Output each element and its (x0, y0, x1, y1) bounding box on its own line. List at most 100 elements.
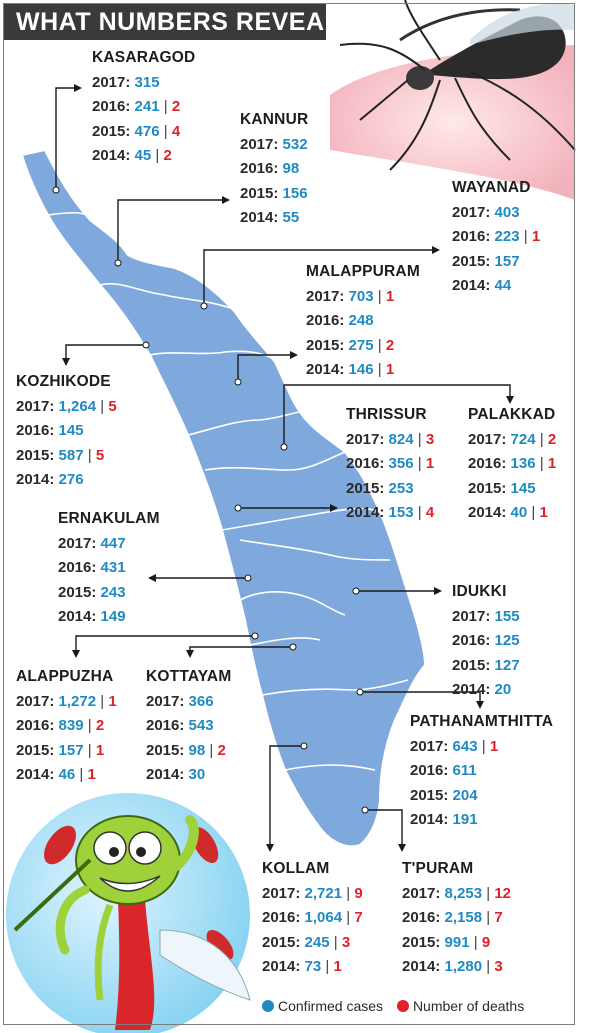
year-row: 2017: 366 (146, 690, 231, 715)
confirmed-cases-value: 724 (510, 430, 536, 448)
year-row: 2016: 839 | 2 (16, 714, 117, 739)
confirmed-cases-value: 155 (494, 607, 520, 625)
year-label: 2017: (16, 692, 55, 710)
separator: | (342, 884, 355, 902)
confirmed-cases-value: 145 (58, 422, 84, 439)
year-row: 2016: 431 (58, 556, 160, 581)
legend-deaths-label: Number of deaths (412, 998, 525, 1014)
year-row: 2015: 204 (410, 784, 553, 809)
year-label: 2015: (452, 656, 491, 674)
separator: | (469, 933, 482, 951)
year-row: 2016: 356 | 1 (346, 452, 434, 477)
confirmed-cases-value: 587 (58, 446, 84, 464)
year-row: 2017: 532 (240, 133, 308, 158)
confirmed-cases-value: 8,253 (444, 884, 483, 902)
year-label: 2017: (240, 135, 279, 153)
pointer-kannur (117, 196, 230, 263)
pointer-kozhikode (62, 344, 146, 366)
year-row: 2014: 1,280 | 3 (402, 955, 511, 980)
year-label: 2015: (92, 122, 131, 140)
year-label: 2017: (410, 737, 449, 755)
year-label: 2016: (452, 228, 491, 245)
legend-deaths: Number of deaths (396, 998, 525, 1014)
year-row: 2016: 223 | 1 (452, 225, 540, 250)
deaths-value: 7 (354, 909, 363, 926)
year-label: 2015: (240, 184, 279, 202)
confirmed-cases-value: 366 (188, 692, 214, 710)
confirmed-cases-value: 145 (510, 479, 536, 497)
year-label: 2014: (452, 681, 491, 698)
year-label: 2017: (16, 397, 55, 415)
year-row: 2017: 403 (452, 201, 540, 226)
year-row: 2017: 315 (92, 71, 195, 96)
year-row: 2014: 30 (146, 763, 231, 788)
year-row: 2016: 241 | 2 (92, 95, 195, 120)
deaths-value: 1 (531, 228, 541, 245)
year-label: 2016: (146, 717, 185, 734)
year-label: 2017: (262, 884, 301, 902)
year-label: 2016: (262, 909, 301, 926)
deaths-value: 5 (108, 397, 117, 415)
separator: | (83, 741, 96, 759)
district-name: THRISSUR (346, 406, 427, 423)
confirmed-cases-value: 543 (188, 717, 214, 734)
year-row: 2016: 136 | 1 (468, 452, 556, 477)
separator: | (535, 430, 548, 448)
deaths-value: 2 (163, 147, 172, 164)
deaths-value: 1 (489, 737, 499, 755)
kerala-state-shape (20, 148, 427, 848)
confirmed-cases-value: 44 (494, 277, 512, 294)
deaths-value: 2 (95, 717, 105, 734)
confirmed-cases-value: 431 (100, 559, 126, 576)
year-row: 2014: 40 | 1 (468, 501, 556, 526)
confirmed-cases-value: 191 (452, 811, 478, 828)
confirmed-cases-value: 157 (494, 252, 520, 270)
year-row: 2016: 543 (146, 714, 231, 739)
pointer-alappuzha (72, 635, 255, 658)
district-name: ALAPPUZHA (16, 668, 114, 685)
district-name: IDUKKI (452, 583, 507, 600)
year-label: 2014: (410, 811, 449, 828)
legend-cases: Confirmed cases (262, 998, 383, 1014)
separator: | (151, 147, 164, 164)
deaths-value: 2 (217, 741, 226, 759)
district-name: KASARAGOD (92, 49, 196, 66)
deaths-value: 4 (425, 504, 435, 521)
confirmed-cases-value: 1,280 (444, 958, 483, 975)
year-label: 2015: (468, 479, 507, 497)
year-row: 2015: 157 (452, 250, 540, 275)
year-row: 2014: 45 | 2 (92, 144, 195, 169)
confirmed-cases-value: 315 (134, 73, 160, 91)
deaths-value: 1 (87, 766, 96, 783)
year-row: 2017: 447 (58, 532, 160, 557)
year-label: 2015: (58, 583, 97, 601)
year-row: 2014: 276 (16, 468, 117, 493)
year-label: 2014: (240, 209, 279, 226)
district-name: T'PURAM (402, 860, 474, 877)
confirmed-cases-value: 532 (282, 135, 308, 153)
district-kannur: KANNUR 2017: 532 2016: 98 2015: 156 2014: 55 (240, 108, 308, 231)
district-ernakulam: ERNAKULAM 2017: 447 2016: 431 2015: 243 2014… (58, 507, 160, 630)
deaths-value: 1 (108, 692, 117, 710)
pointer-dots (52, 186, 369, 814)
district-kollam: KOLLAM 2017: 2,721 | 9 2016: 1,064 | 7 2015… (262, 857, 363, 980)
deaths-value: 3 (341, 933, 351, 951)
separator: | (329, 933, 342, 951)
district-pathanamthitta: PATHANAMTHITTA 2017: 643 | 1 2016: 611 2015… (410, 710, 553, 833)
year-label: 2017: (306, 287, 345, 305)
confirmed-cases-value: 248 (348, 312, 374, 329)
pointer-kottayam (186, 646, 293, 658)
confirmed-cases-value: 20 (494, 681, 512, 698)
year-label: 2015: (402, 933, 441, 951)
district-idukki: IDUKKI 2017: 155 2016: 125 2015: 127 2014: 2… (452, 580, 520, 703)
separator: | (373, 287, 386, 305)
confirmed-cases-value: 243 (100, 583, 126, 601)
year-row: 2017: 643 | 1 (410, 735, 553, 760)
separator: | (482, 958, 495, 975)
confirmed-cases-value: 447 (100, 534, 126, 552)
year-row: 2014: 55 (240, 206, 308, 231)
year-label: 2016: (58, 559, 97, 576)
confirmed-cases-value: 73 (304, 958, 322, 975)
confirmed-cases-value: 275 (348, 336, 374, 354)
